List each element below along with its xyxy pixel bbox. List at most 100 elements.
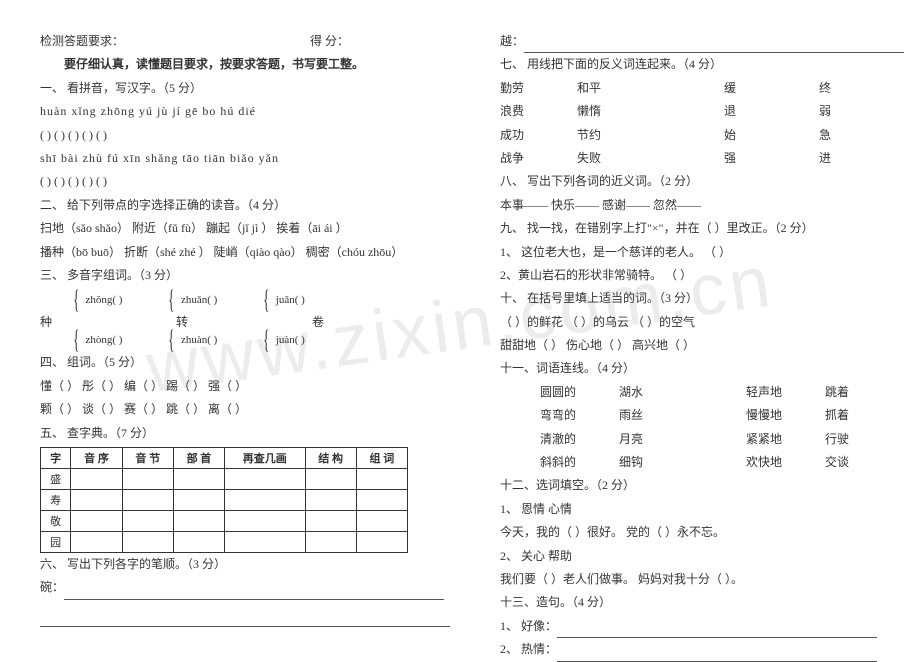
th-char: 字 (41, 448, 71, 469)
q12-title: 十二、选词填空。（2 分） (500, 474, 900, 497)
right-column: 越： 七、 用线把下面的反义词连起来。（4 分） 勤劳 和平 缓 终 浪费 懒惰… (460, 0, 920, 650)
q7-w: 失败 (577, 151, 601, 165)
q3-g3-bot: juàn( ) (276, 334, 305, 346)
q4-line1: 懂（ ） 彤（ ） 编（ ） 踢（ ） 强（ ） (40, 375, 440, 398)
q13-reqing-label: 2、 热情： (500, 642, 557, 656)
q11-w: 斜斜的 (540, 455, 576, 469)
row-char: 盛 (41, 469, 71, 490)
q11-w: 湖水 (619, 385, 643, 399)
q7-w: 终 (819, 81, 831, 95)
q7-w: 浪费 (500, 104, 524, 118)
q11-w: 弯弯的 (540, 408, 576, 422)
score-label: 得 分： (310, 34, 349, 48)
q12-g1l: 今天，我的（ ）很好。 党的（ ）永不忘。 (500, 521, 900, 544)
q4-title: 四、 组词。（5 分） (40, 351, 440, 374)
q11-row2: 弯弯的 雨丝 慢慢地 抓着 (500, 404, 900, 427)
q3-g2-head: 转 (176, 315, 188, 329)
q7-w: 强 (724, 151, 736, 165)
q3-g3-head: 卷 (312, 315, 324, 329)
q11-title: 十一、词语连线。（4 分） (500, 357, 900, 380)
q8-line: 本事—— 快乐—— 感谢—— 忽然—— (500, 194, 900, 217)
q11-row3: 清澈的 月亮 紧紧地 行驶 (500, 428, 900, 451)
q12-g1h: 1、 恩情 心情 (500, 498, 900, 521)
blank-line[interactable] (40, 613, 450, 627)
q6-item2: 越： (500, 30, 900, 53)
blank-line[interactable] (524, 39, 904, 53)
table-row: 敬 (41, 511, 408, 532)
header-line: 检测答题要求： 得 分： (40, 30, 440, 53)
q3-groups-top: { zhǒng( ) { zhuǎn( ) { juǎn( ) (40, 287, 440, 310)
q6-wan-label: 碗： (40, 580, 64, 594)
q11-w: 行驶 (825, 432, 849, 446)
q2-title: 二、 给下列带点的字选择正确的读音。（4 分） (40, 194, 440, 217)
worksheet-page: 检测答题要求： 得 分： 要仔细认真，读懂题目要求，按要求答题，书写要工整。 一… (0, 0, 920, 650)
q1-pinyin-row1: huàn xǐng zhōng yú jù jí gē bo hú dié (40, 100, 440, 123)
th-bushou: 部 首 (173, 448, 224, 469)
q8-title: 八、 写出下列各词的近义词。（2 分） (500, 170, 900, 193)
q7-row2: 浪费 懒惰 退 弱 (500, 100, 900, 123)
q10-title: 十、 在括号里填上适当的词。（3 分） (500, 287, 900, 310)
table-row: 寿 (41, 490, 408, 511)
q7-row1: 勤劳 和平 缓 终 (500, 77, 900, 100)
q7-w: 进 (819, 151, 831, 165)
row-char: 寿 (41, 490, 71, 511)
q5-title: 五、 查字典。（7 分） (40, 422, 440, 445)
th-yinxu: 音 序 (71, 448, 122, 469)
q3-title: 三、 多音字组词。（3 分） (40, 264, 440, 287)
q7-w: 成功 (500, 128, 524, 142)
q12-g2h: 2、 关心 帮助 (500, 545, 900, 568)
table-header-row: 字 音 序 音 节 部 首 再查几画 结 构 组 词 (41, 448, 408, 469)
q7-w: 懒惰 (577, 104, 601, 118)
blank-line[interactable] (557, 624, 877, 638)
q3-g2-bot: zhuàn( ) (181, 334, 217, 346)
q11-w: 交谈 (825, 455, 849, 469)
q7-row4: 战争 失败 强 进 (500, 147, 900, 170)
q10-line2: 甜甜地（ ） 伤心地（ ） 高兴地（ ） (500, 334, 900, 357)
instructions: 要仔细认真，读懂题目要求，按要求答题，书写要工整。 (40, 53, 440, 76)
table-row: 盛 (41, 469, 408, 490)
q11-w: 紧紧地 (746, 432, 782, 446)
q3-g3-top: juǎn( ) (276, 294, 305, 306)
q11-row1: 圆圆的 湖水 轻声地 跳着 (500, 381, 900, 404)
q13-haoxiang-label: 1、 好像： (500, 619, 557, 633)
q13-title: 十三、造句。（4 分） (500, 591, 900, 614)
q11-w: 清澈的 (540, 432, 576, 446)
q1-pinyin-row2: shī bài zhù fú xīn shǎng tāo tiān biǎo y… (40, 147, 440, 170)
left-column: 检测答题要求： 得 分： 要仔细认真，读懂题目要求，按要求答题，书写要工整。 一… (0, 0, 460, 650)
q6-yue-label: 越： (500, 34, 524, 48)
q7-w: 和平 (577, 81, 601, 95)
q7-w: 急 (819, 128, 831, 142)
q7-w: 始 (724, 128, 736, 142)
q2-line2: 播种（bō buō） 折断（shé zhé ） 陡峭（qiào qào） 稠密（… (40, 241, 440, 264)
th-zuci: 组 词 (356, 448, 407, 469)
q9-line1: 1、 这位老大也，是一个慈详的老人。 （ ） (500, 241, 900, 264)
q7-w: 勤劳 (500, 81, 524, 95)
q11-row4: 斜斜的 细钩 欢快地 交谈 (500, 451, 900, 474)
q12-g2l: 我们要（ ）老人们做事。 妈妈对我十分（ ）。 (500, 568, 900, 591)
q11-w: 轻声地 (746, 385, 782, 399)
q4-line2: 颗（ ） 谈（ ） 赛（ ） 跳（ ） 离（ ） (40, 398, 440, 421)
q13-l1: 1、 好像： (500, 615, 900, 638)
th-strokes: 再查几画 (225, 448, 305, 469)
q6-title: 六、 写出下列各字的笔顺。（3 分） (40, 553, 440, 576)
th-yinjie: 音 节 (122, 448, 173, 469)
q11-w: 慢慢地 (746, 408, 782, 422)
q1-title: 一、 看拼音，写汉字。（5 分） (40, 77, 440, 100)
exam-req-label: 检测答题要求： (40, 34, 124, 48)
dictionary-table: 字 音 序 音 节 部 首 再查几画 结 构 组 词 盛 寿 敬 园 (40, 447, 408, 553)
q7-row3: 成功 节约 始 急 (500, 124, 900, 147)
q11-w: 圆圆的 (540, 385, 576, 399)
blank-line[interactable] (64, 586, 444, 600)
q7-w: 战争 (500, 151, 524, 165)
q10-line1: （ ）的鲜花 （ ）的乌云 （ ）的空气 (500, 311, 900, 334)
q11-w: 欢快地 (746, 455, 782, 469)
q7-w: 退 (724, 104, 736, 118)
q11-w: 抓着 (825, 408, 849, 422)
row-char: 园 (41, 532, 71, 553)
q7-title: 七、 用线把下面的反义词连起来。（4 分） (500, 53, 900, 76)
q3-groups-bot: { zhòng( ) { zhuàn( ) { juàn( ) (40, 328, 440, 351)
q9-title: 九、 找一找，在错别字上打"×"，并在（ ）里改正。（2 分） (500, 217, 900, 240)
q3-g1-head: 种 (40, 315, 52, 329)
q7-w: 弱 (819, 104, 831, 118)
q3-g2-top: zhuǎn( ) (181, 294, 217, 306)
